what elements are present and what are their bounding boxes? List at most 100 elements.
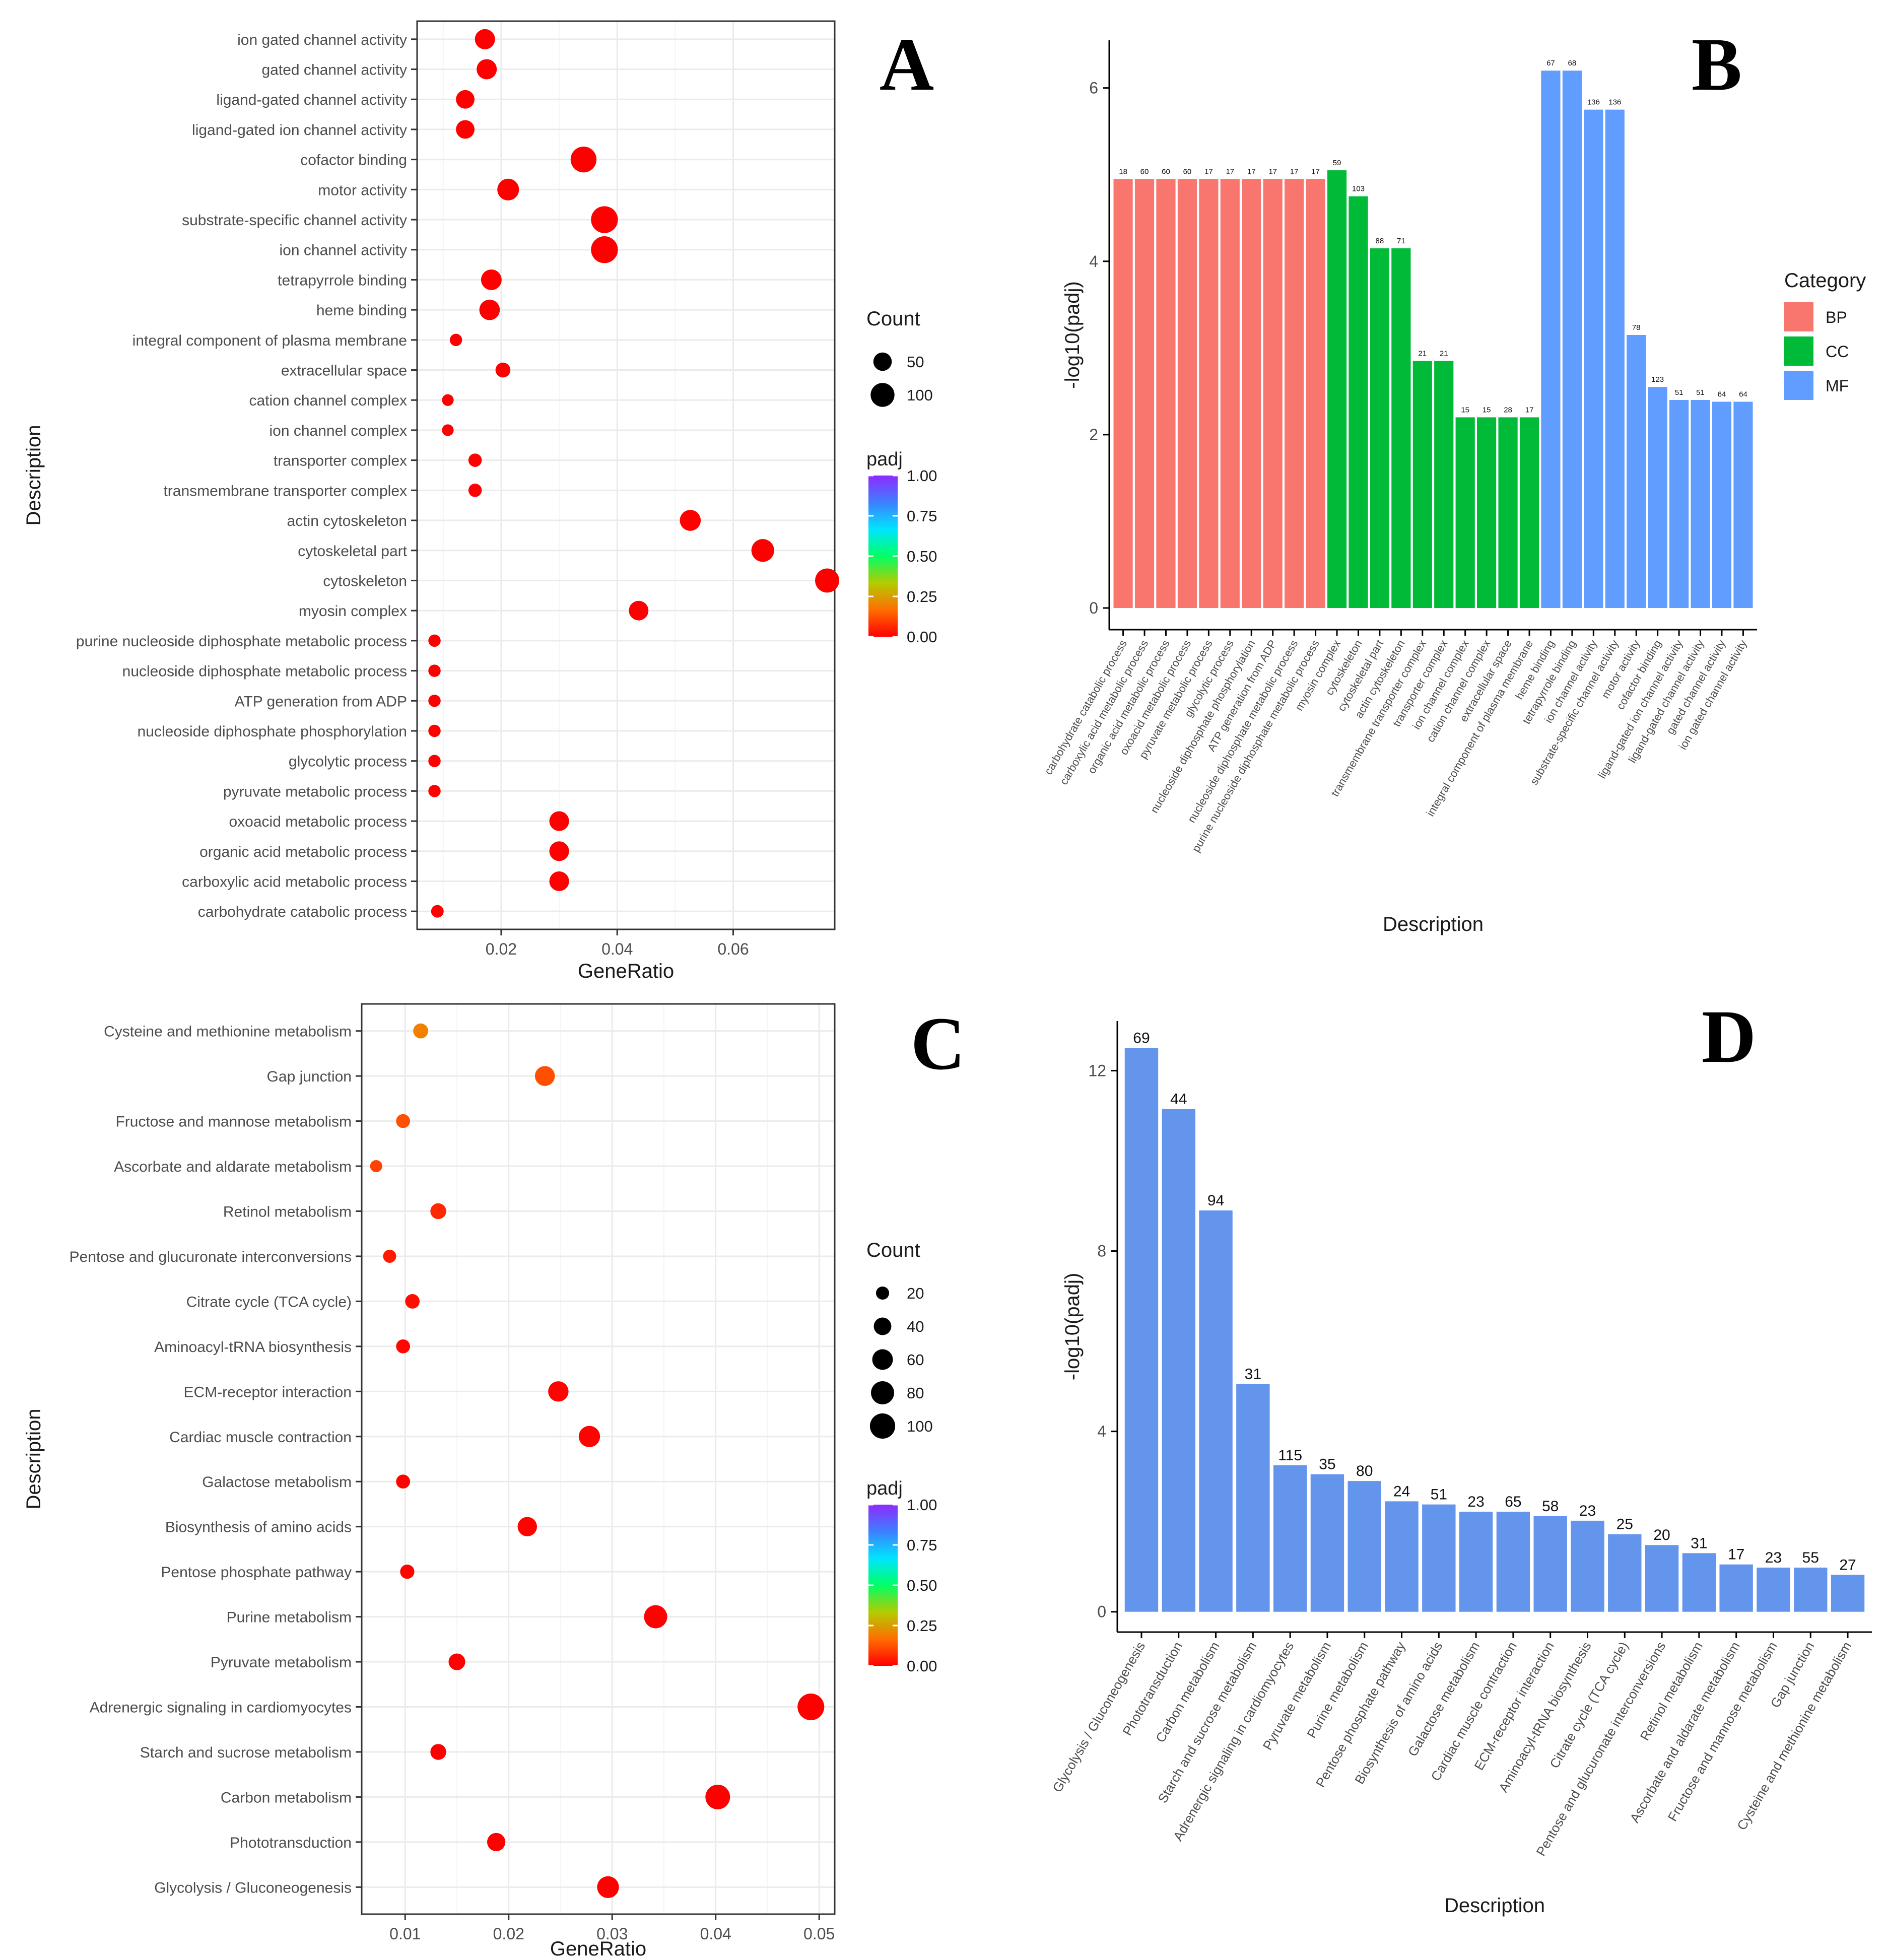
panel-a-y-label-glycolytic-process: glycolytic process	[289, 754, 407, 770]
panel-a-y-label-ligand-gated-ion-channel-activity: ligand-gated ion channel activity	[192, 122, 407, 139]
panel-d-y-tick-label: 12	[1088, 1061, 1106, 1079]
panel-c-padj-legend-title: padj	[866, 1478, 903, 1499]
panel-b-bar-nucleoside-diphosphate-metabolic-process	[1285, 179, 1304, 608]
panel-a-panel-border	[416, 20, 836, 930]
panel-c-count-legend-dot-60	[872, 1349, 893, 1370]
panel-a-y-label-carboxylic-acid-metabolic-process: carboxylic acid metabolic process	[182, 873, 407, 890]
panel-b-legend-key-cc	[1784, 336, 1813, 366]
panel-a-x-tick-label: 0.02	[486, 940, 517, 958]
panel-b-count-label-heme-binding: 67	[1546, 59, 1555, 67]
panel-d-bar-citrate-cycle-tca-cycle	[1608, 1534, 1642, 1612]
panel-d-bar-phototransduction	[1162, 1109, 1195, 1612]
panel-d-bar-carbon-metabolism	[1199, 1210, 1233, 1612]
panel-d-count-label-phototransduction: 44	[1170, 1091, 1187, 1108]
panel-b-bar-cytoskeletal-part	[1370, 248, 1389, 608]
panel-d-count-label-ecm-receptor-interaction: 58	[1542, 1498, 1559, 1515]
panel-c-padj-tick-label: 0.75	[907, 1536, 937, 1554]
panel-c-count-legend-label-40: 40	[907, 1318, 924, 1335]
panel-a-y-label-actin-cytoskeleton: actin cytoskeleton	[287, 513, 407, 529]
panel-c-x-tick-label: 0.02	[493, 1925, 524, 1943]
panel-a-dot-ion-gated-channel-activity	[475, 29, 495, 49]
panel-d-bar-pyruvate-metabolism	[1310, 1474, 1344, 1612]
panel-b-count-label-cytoskeletal-part: 88	[1376, 237, 1384, 245]
panel-b-bar-gated-channel-activity	[1712, 401, 1732, 608]
panel-b-legend-label-cc: CC	[1826, 343, 1849, 361]
panel-b-count-label-purine-nucleoside-diphosphate-metabolic-process: 17	[1311, 167, 1320, 176]
panel-d-x-tick-label-galactose-metabolism: Galactose metabolism	[1405, 1639, 1483, 1759]
panel-b-legend-label-bp: BP	[1826, 308, 1847, 326]
panel-d-bar-galactose-metabolism	[1459, 1511, 1493, 1612]
panel-b-bar-carbohydrate-catabolic-process	[1113, 179, 1133, 608]
panel-a-y-label-cytoskeletal-part: cytoskeletal part	[298, 543, 407, 560]
panel-d-count-label-fructose-and-mannose-metabolism: 23	[1765, 1549, 1782, 1566]
panel-b-y-axis-title: -log10(padj)	[1061, 281, 1084, 388]
panel-a-dot-nucleoside-diphosphate-phosphorylation	[428, 724, 441, 737]
panel-a-dot-purine-nucleoside-diphosphate-metabolic-process	[428, 634, 441, 647]
panel-b-bar-transmembrane-transporter-complex	[1412, 361, 1432, 608]
panel-c-dot-plot: Cysteine and methionine metabolism Gap ju…	[23, 1002, 965, 1960]
panel-a-dot-heme-binding	[479, 299, 500, 320]
panel-d-count-label-cardiac-muscle-contraction: 65	[1505, 1494, 1521, 1510]
panel-a-y-label-extracellular-space: extracellular space	[281, 363, 407, 379]
panel-b-count-label-organic-acid-metabolic-process: 60	[1162, 167, 1170, 176]
panel-c-y-label-pyruvate-metabolism: Pyruvate metabolism	[211, 1654, 352, 1671]
panel-b-legend-key-mf	[1784, 371, 1813, 400]
panel-a-y-label-cytoskeleton: cytoskeleton	[323, 573, 407, 589]
panel-b-count-label-glycolytic-process: 17	[1226, 167, 1234, 176]
panel-c-y-label-cardiac-muscle-contraction: Cardiac muscle contraction	[169, 1429, 352, 1446]
panel-a-dot-cofactor-binding	[570, 146, 597, 173]
panel-c-y-label-glycolysis-gluconeogenesis: Glycolysis / Gluconeogenesis	[154, 1879, 352, 1896]
panel-c-y-label-cysteine-and-methionine-metabolism: Cysteine and methionine metabolism	[104, 1024, 352, 1040]
panel-c-y-label-biosynthesis-of-amino-acids: Biosynthesis of amino acids	[165, 1519, 352, 1536]
panel-b-count-label-motor-activity: 78	[1632, 323, 1641, 332]
panel-c-y-label-citrate-cycle-tca-cycle: Citrate cycle (TCA cycle)	[186, 1294, 352, 1310]
panel-a-dot-integral-component-of-plasma-membrane	[449, 333, 462, 347]
panel-c-count-legend-dot-20	[876, 1286, 890, 1300]
panel-b-bar-tetrapyrrole-binding	[1562, 71, 1582, 608]
panel-a-dot-extracellular-space	[495, 362, 511, 378]
panel-d-bar-aminoacyl-trna-biosynthesis	[1571, 1520, 1604, 1612]
panel-a-padj-tick-label: 0.00	[907, 628, 937, 646]
panel-a-y-label-heme-binding: heme binding	[316, 302, 407, 319]
panel-c-y-label-ecm-receptor-interaction: ECM-receptor interaction	[184, 1384, 352, 1400]
panel-b-bar-transporter-complex	[1434, 361, 1454, 608]
panel-d-y-tick-label: 0	[1097, 1603, 1106, 1621]
panel-a-count-legend-dot-100	[870, 383, 895, 407]
panel-c-y-label-pentose-phosphate-pathway: Pentose phosphate pathway	[161, 1564, 352, 1581]
panel-d-count-label-glycolysis-gluconeogenesis: 69	[1133, 1030, 1150, 1047]
panel-a-padj-tick-label: 0.25	[907, 588, 937, 605]
panel-b-bar-integral-component-of-plasma-membrane	[1519, 417, 1539, 608]
panel-c-panel-border	[361, 1003, 836, 1915]
panel-b-count-label-extracellular-space: 28	[1504, 405, 1512, 414]
panel-b-count-label-actin-cytoskeleton: 71	[1397, 237, 1405, 245]
panel-b-y-tick-label: 6	[1089, 79, 1098, 97]
panel-d-count-label-adrenergic-signaling-in-cardiomyocytes: 115	[1278, 1447, 1302, 1464]
panel-a-y-label-motor-activity: motor activity	[318, 182, 407, 198]
panel-b-count-label-atp-generation-from-adp: 17	[1268, 167, 1277, 176]
panel-a-y-label-integral-component-of-plasma-membrane: integral component of plasma membrane	[132, 332, 407, 349]
panel-c-padj-tick-label: 0.00	[907, 1657, 937, 1675]
panel-c-dot-biosynthesis-of-amino-acids	[517, 1517, 537, 1536]
panel-a-label: A	[880, 23, 934, 106]
panel-a-padj-tick-label: 1.00	[907, 467, 937, 485]
panel-d-bar-fructose-and-mannose-metabolism	[1757, 1567, 1790, 1612]
panel-b-bar-organic-acid-metabolic-process	[1156, 179, 1176, 608]
panel-a-y-label-transmembrane-transporter-complex: transmembrane transporter complex	[163, 483, 407, 499]
panel-a-y-label-oxoacid-metabolic-process: oxoacid metabolic process	[229, 814, 407, 830]
panel-a-dot-gated-channel-activity	[477, 59, 497, 80]
panel-d-count-label-cysteine-and-methionine-metabolism: 27	[1839, 1557, 1856, 1573]
panel-d-bar-biosynthesis-of-amino-acids	[1422, 1504, 1456, 1612]
panel-a-y-label-substrate-specific-channel-activity: substrate-specific channel activity	[182, 212, 407, 229]
panel-c-y-label-phototransduction: Phototransduction	[230, 1835, 352, 1851]
panel-c-y-label-gap-junction: Gap junction	[267, 1068, 352, 1085]
panel-c-dot-ascorbate-and-aldarate-metabolism	[370, 1160, 382, 1173]
panel-b-count-label-gated-channel-activity: 64	[1718, 390, 1726, 398]
panel-a-y-label-purine-nucleoside-diphosphate-metabolic-process: purine nucleoside diphosphate metabolic …	[76, 633, 407, 650]
panel-b-bar-nucleoside-diphosphate-phosphorylation	[1242, 179, 1261, 608]
panel-a-y-label-ion-channel-activity: ion channel activity	[280, 242, 407, 259]
panel-a-count-legend-title: Count	[866, 308, 920, 330]
panel-d-count-label-pentose-phosphate-pathway: 24	[1393, 1483, 1410, 1500]
panel-c-dot-pentose-and-glucuronate-interconversions	[383, 1249, 396, 1263]
